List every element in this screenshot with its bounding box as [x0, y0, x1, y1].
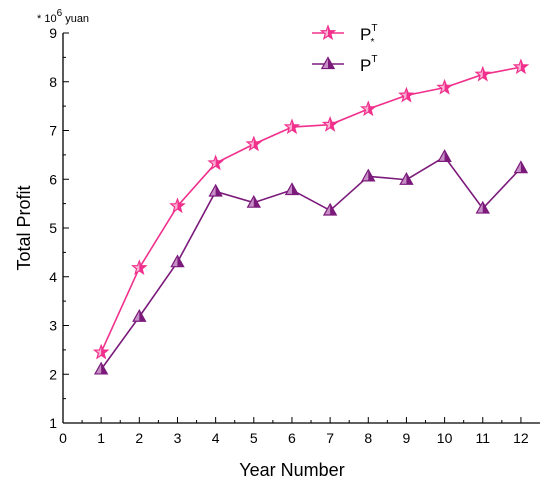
- axes: [62, 33, 540, 424]
- data-point-star-shade: [482, 67, 490, 81]
- data-point-triangle-shade: [253, 196, 260, 208]
- y-tick-label: 5: [49, 220, 57, 236]
- data-point-star-shade: [368, 102, 375, 115]
- x-tick-label: 3: [174, 430, 182, 446]
- legend: PT *PT: [312, 23, 377, 75]
- x-tick-label: 4: [212, 430, 220, 446]
- data-point-star-shade: [406, 88, 414, 102]
- x-tick-label: 2: [135, 430, 143, 446]
- data-point-triangle-shade: [520, 161, 528, 173]
- legend-label-base: P: [360, 56, 371, 75]
- legend-entry-star: PT *: [312, 23, 377, 48]
- data-point-triangle-shade: [215, 184, 222, 196]
- unit-suffix: yuan: [62, 13, 89, 25]
- data-point-star-shade: [177, 199, 185, 212]
- x-tick-label: 0: [59, 430, 67, 446]
- y-tick-label: 9: [49, 25, 57, 41]
- x-tick-label: 12: [513, 430, 529, 446]
- y-tick-label: 6: [49, 171, 57, 187]
- series-layer: [92, 58, 530, 375]
- series-triangle: [93, 149, 529, 375]
- y-tick-label: 8: [49, 74, 57, 90]
- x-tick-label: 7: [326, 430, 334, 446]
- y-axis-title: Total Profit: [14, 185, 34, 270]
- series-line-star: [100, 66, 522, 353]
- legend-marker-star-shade: [328, 26, 335, 39]
- legend-entry-triangle: PT: [312, 54, 377, 75]
- data-point-triangle-shade: [177, 255, 184, 267]
- data-point-triangle-shade: [444, 150, 451, 162]
- x-tick-label: 11: [475, 430, 490, 446]
- x-tick-label: 5: [250, 430, 258, 446]
- x-tick-label: 9: [403, 430, 411, 446]
- data-point-star-shade: [291, 120, 299, 133]
- y-tick-label: 7: [49, 123, 57, 139]
- y-tick-label: 4: [49, 269, 57, 285]
- data-point-triangle-shade: [368, 169, 375, 181]
- unit-exponent: 6: [57, 8, 63, 19]
- data-point-star: [245, 135, 263, 152]
- x-tick-label: 6: [288, 430, 296, 446]
- legend-label-sup: T: [371, 23, 377, 34]
- data-point-star-shade: [330, 117, 337, 131]
- legend-label-sup: T: [371, 54, 377, 65]
- y-tick-label: 3: [49, 318, 57, 334]
- data-point-star-shade: [101, 345, 108, 359]
- data-point-star-shade: [444, 80, 452, 94]
- x-tick-label: 10: [437, 430, 453, 446]
- data-point-triangle-shade: [330, 203, 337, 215]
- y-tick-label: 1: [49, 415, 57, 431]
- data-point-star-shade: [215, 156, 223, 169]
- data-point-triangle-shade: [406, 173, 413, 185]
- data-point-star-shade: [520, 60, 528, 73]
- data-point-triangle-shade: [482, 202, 489, 214]
- data-point-star-shade: [139, 260, 147, 274]
- data-point-triangle-shade: [139, 310, 146, 322]
- legend-label: PT: [360, 54, 377, 75]
- legend-label: PT *: [360, 23, 377, 48]
- legend-label-sub: *: [370, 37, 374, 48]
- data-point-triangle-shade: [291, 183, 299, 195]
- y-tick-label: 2: [49, 366, 57, 382]
- y-unit-label: * 106 yuan: [37, 8, 89, 25]
- legend-marker-triangle-shade: [328, 57, 335, 69]
- x-axis-title: Year Number: [239, 460, 344, 480]
- data-point-triangle-shade: [101, 362, 108, 374]
- x-tick-label: 8: [364, 430, 372, 446]
- series-line-triangle: [100, 155, 522, 370]
- unit-prefix: * 10: [37, 13, 57, 25]
- series-star: [92, 58, 530, 360]
- legend-label-base: P: [360, 25, 371, 44]
- x-tick-label: 1: [97, 430, 105, 446]
- data-point-star-shade: [253, 137, 261, 150]
